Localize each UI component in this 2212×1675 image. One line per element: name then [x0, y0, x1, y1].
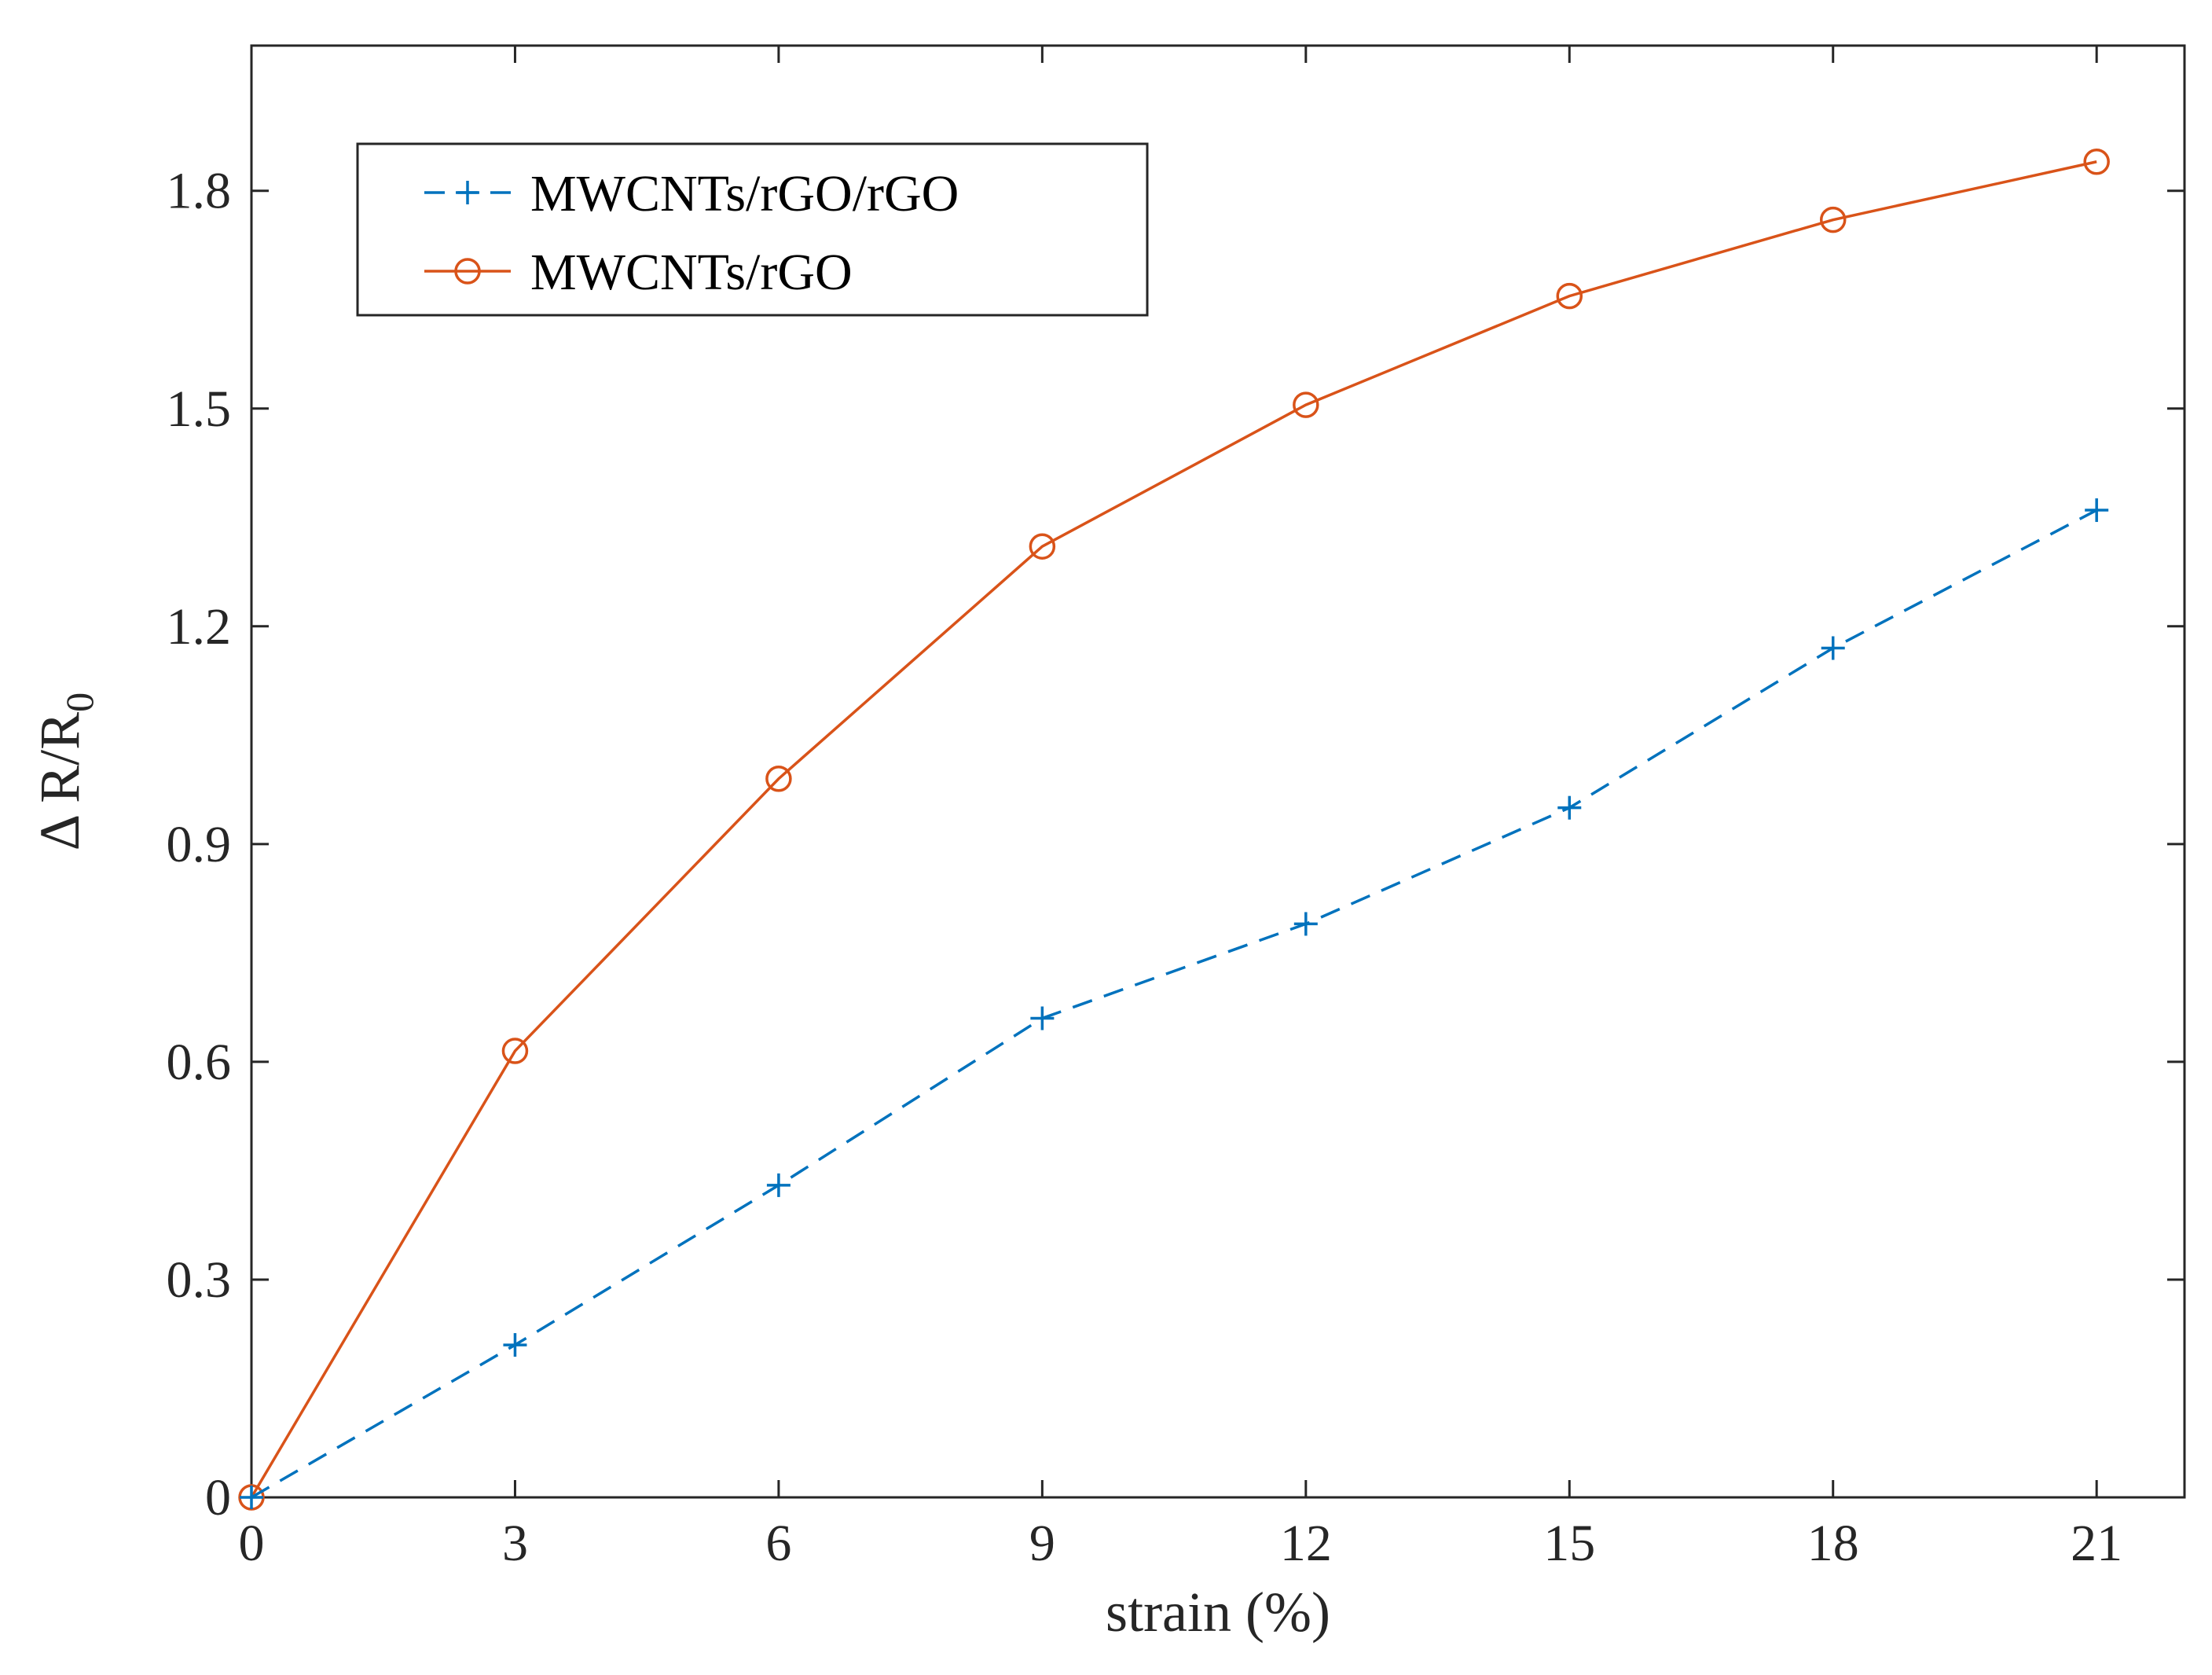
series-layer [238, 149, 2110, 1511]
data-point-mwcnts-rgo-rgo [1821, 636, 1845, 660]
data-point-mwcnts-rgo-rgo [766, 1173, 791, 1197]
y-axis-label-main: Δ R/R [28, 712, 91, 850]
legend-box [356, 142, 1149, 317]
x-axis-label: strain (%) [1106, 1581, 1330, 1644]
y-axis-label-subscript: 0 [57, 692, 101, 712]
legend-marker-mwcnts-rgo-rgo [456, 181, 479, 204]
x-tick-label: 6 [765, 1515, 791, 1572]
data-point-mwcnts-rgo [1819, 206, 1847, 233]
legend-marker-mwcnts-rgo [454, 258, 481, 285]
series-line-mwcnts-rgo [250, 160, 2097, 1498]
legend: MWCNTs/rGO/rGO MWCNTs/rGO [356, 142, 1149, 317]
x-tick-label: 21 [2071, 1515, 2122, 1572]
x-tick-label: 0 [239, 1515, 265, 1572]
y-axis-label: Δ R/R0 [28, 692, 101, 850]
data-point-mwcnts-rgo-rgo [1557, 795, 1582, 820]
x-tick-label: 3 [502, 1515, 528, 1572]
x-tick-label: 15 [1543, 1515, 1595, 1572]
x-tick-label: 9 [1029, 1515, 1055, 1572]
data-point-mwcnts-rgo-rgo [503, 1333, 527, 1357]
x-tick-label: 18 [1807, 1515, 1859, 1572]
y-tick-label: 1.5 [167, 380, 232, 438]
axis-ticks: 0 3 6 9 12 15 18 21 0 0.3 0.6 0.9 1.2 1.5 1.8 [167, 46, 2184, 1572]
data-point-mwcnts-rgo-rgo [1030, 1006, 1055, 1030]
x-tick-label: 12 [1280, 1515, 1332, 1572]
data-point-mwcnts-rgo-rgo [2085, 498, 2109, 523]
data-point-mwcnts-rgo [1029, 533, 1056, 560]
y-tick-label: 0.9 [167, 816, 232, 873]
series-line-mwcnts-rgo-rgo [251, 509, 2097, 1499]
data-point-mwcnts-rgo [1556, 282, 1583, 310]
y-tick-label: 0.3 [167, 1251, 232, 1309]
data-point-mwcnts-rgo-rgo [1293, 912, 1318, 936]
data-point-mwcnts-rgo [1293, 391, 1319, 418]
legend-label-mwcnts-rgo-rgo: MWCNTs/rGO/rGO [530, 165, 959, 222]
y-tick-label: 1.8 [167, 163, 232, 220]
y-tick-label: 1.2 [167, 598, 232, 656]
data-point-mwcnts-rgo [2083, 149, 2110, 175]
y-tick-label: 0 [205, 1469, 231, 1526]
data-point-mwcnts-rgo [501, 1038, 529, 1064]
y-tick-label: 0.6 [167, 1034, 232, 1091]
legend-label-mwcnts-rgo: MWCNTs/rGO [530, 244, 853, 301]
data-point-mwcnts-rgo [765, 765, 792, 792]
data-point-mwcnts-rgo-rgo [240, 1486, 263, 1509]
